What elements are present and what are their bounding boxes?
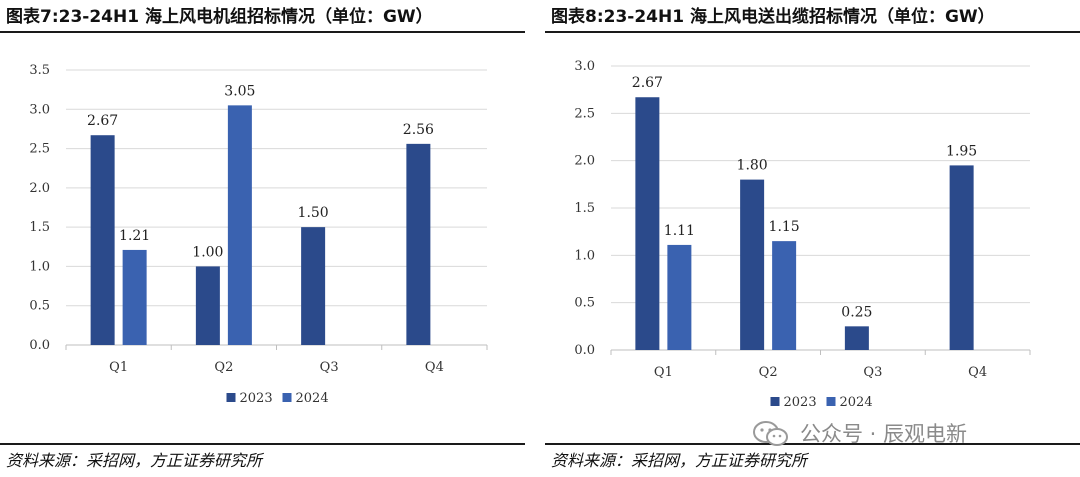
y-tick-label: 1.5	[29, 220, 50, 235]
watermark-text: 公众号 · 辰观电新	[800, 422, 968, 446]
x-tick-label: Q3	[320, 360, 339, 375]
bar-2023-Q3	[301, 227, 326, 345]
y-tick-label: 0.0	[29, 338, 50, 353]
legend-label: 2023	[240, 391, 273, 406]
y-tick-label: 2.5	[29, 142, 50, 157]
data-label: 0.25	[841, 304, 872, 320]
x-tick-label: Q1	[109, 360, 128, 375]
data-label: 1.21	[119, 228, 150, 244]
wechat-icon	[753, 421, 788, 446]
y-tick-label: 1.0	[29, 259, 50, 274]
source-divider	[545, 443, 1080, 445]
data-label: 1.00	[192, 244, 223, 260]
bar-2023-Q2	[740, 179, 765, 350]
y-tick-label: 1.5	[574, 201, 595, 216]
bar-2024-Q1	[667, 244, 692, 350]
source-divider	[0, 443, 525, 445]
legend-swatch	[282, 393, 292, 402]
y-tick-label: 1.0	[574, 248, 595, 263]
legend-swatch	[826, 397, 836, 406]
title-divider	[545, 31, 1080, 33]
source-note: 资料来源：采招网，方正证券研究所	[551, 451, 808, 470]
y-tick-label: 2.0	[574, 154, 595, 169]
legend-label: 2024	[840, 395, 873, 410]
data-label: 1.50	[298, 205, 329, 221]
legend-swatch	[770, 397, 780, 406]
y-tick-label: 3.5	[29, 63, 50, 78]
y-tick-label: 3.0	[574, 59, 595, 74]
data-label: 1.80	[737, 158, 768, 174]
x-tick-label: Q4	[425, 360, 444, 375]
bar-2023-Q1	[90, 135, 115, 345]
bar-chart-left: 0.0 0.5 1.0 1.5 2.0 2.5 3.0 3.5 2.67 1.21 Q1 1.00 3.…	[29, 63, 488, 406]
bar-chart-right: 0.0 0.5 1.0 1.5 2.0 2.5 3.0 2.67 1.11 Q1 1.80 1.15 Q…	[574, 59, 1031, 410]
bar-2024-Q2	[772, 241, 797, 350]
y-tick-label: 2.0	[29, 181, 50, 196]
x-tick-label: Q2	[759, 365, 778, 380]
x-tick-label: Q2	[214, 360, 233, 375]
data-label: 1.95	[946, 143, 977, 159]
data-label: 2.67	[87, 113, 118, 129]
y-tick-label: 0.0	[574, 343, 595, 358]
data-label: 2.56	[403, 122, 434, 138]
y-tick-label: 0.5	[574, 296, 595, 311]
bar-2024-Q2	[227, 105, 252, 345]
bar-2023-Q3	[844, 326, 869, 350]
source-note: 资料来源：采招网，方正证券研究所	[6, 451, 263, 470]
legend-swatch	[226, 393, 236, 402]
y-tick-label: 2.5	[574, 106, 595, 121]
chart-title: 图表8:23-24H1 海上风电送出缆招标情况（单位：GW）	[551, 7, 995, 27]
bar-2023-Q1	[635, 97, 660, 350]
legend-label: 2024	[296, 391, 329, 406]
x-tick-label: Q1	[654, 365, 673, 380]
data-label: 2.67	[632, 75, 663, 91]
bar-2024-Q1	[122, 249, 147, 345]
x-tick-label: Q4	[968, 365, 987, 380]
x-tick-label: Q3	[863, 365, 882, 380]
chart-title: 图表7:23-24H1 海上风电机组招标情况（单位：GW）	[6, 7, 433, 27]
y-tick-label: 3.0	[29, 102, 50, 117]
right-chart-panel: 图表8:23-24H1 海上风电送出缆招标情况（单位：GW） 0.0 0.5 1.0…	[545, 0, 1080, 477]
data-label: 1.11	[664, 223, 695, 239]
data-label: 1.15	[769, 219, 800, 235]
bar-2023-Q4	[949, 165, 974, 350]
left-chart-panel: 图表7:23-24H1 海上风电机组招标情况（单位：GW） 0.0 0.5 1.0 1…	[0, 0, 525, 477]
bar-2023-Q4	[406, 143, 431, 345]
legend-label: 2023	[784, 395, 817, 410]
title-divider	[0, 31, 525, 33]
y-tick-label: 0.5	[29, 299, 50, 314]
data-label: 3.05	[224, 83, 255, 99]
bar-2023-Q2	[195, 266, 220, 345]
